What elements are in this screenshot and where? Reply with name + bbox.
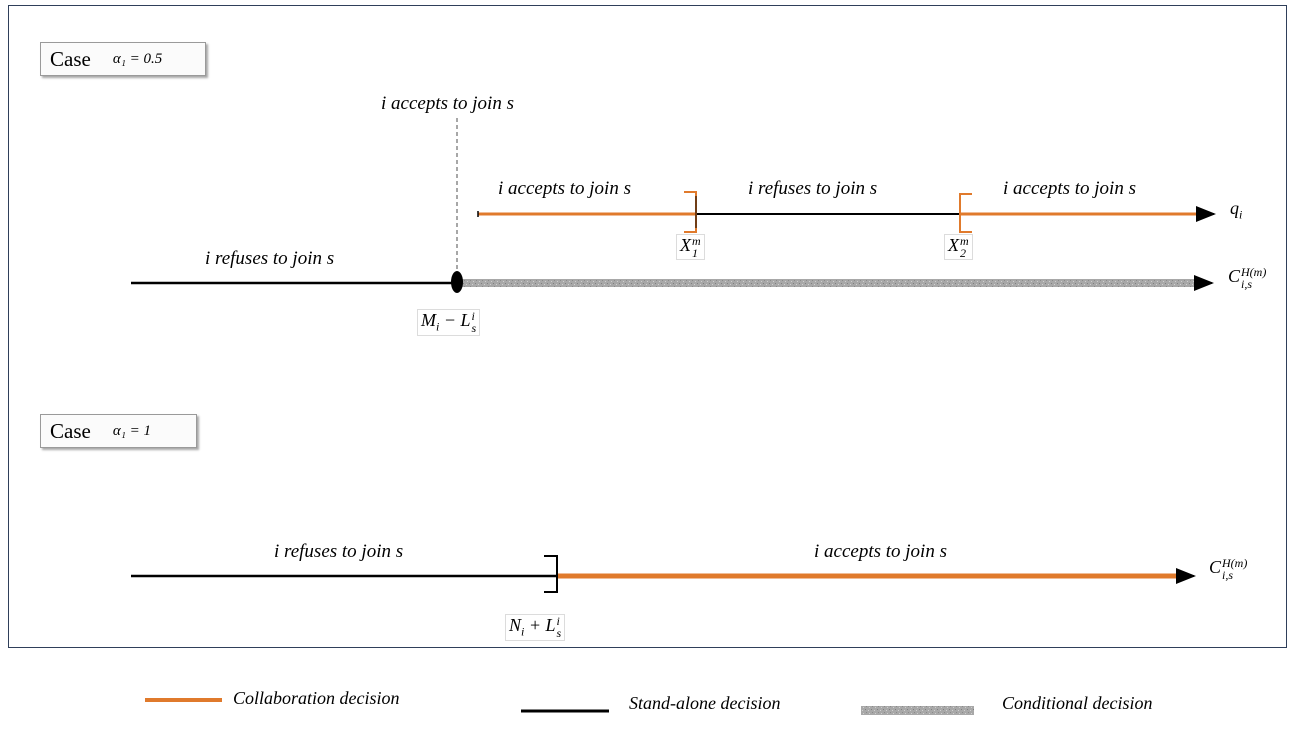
x1-bracket xyxy=(684,191,697,233)
case2-threshold-bracket xyxy=(544,555,558,593)
case-1-top-label: i accepts to join s xyxy=(381,93,514,114)
case2-accept-label: i accepts to join s xyxy=(814,541,947,562)
c-axis-refuse-label: i refuses to join s xyxy=(205,248,335,269)
legend-standalone-label: Stand-alone decision xyxy=(629,693,781,713)
c-axis-label-case1: C H(m) i,s xyxy=(1228,265,1267,291)
q-segment-label-1: i accepts to join s xyxy=(498,178,631,199)
case-1-label: Case xyxy=(50,46,91,71)
case-2-label-box: Case α₁ = 1 xyxy=(40,414,197,448)
c-axis-conditional-segment xyxy=(457,279,1198,287)
c-axis-label-case2: C H(m) i,s xyxy=(1209,556,1248,582)
legend-conditional-swatch xyxy=(861,706,974,715)
diagram-frame xyxy=(8,5,1287,648)
legend-collaboration-label: Collaboration decision xyxy=(233,688,400,708)
q-segment-label-3: i accepts to join s xyxy=(1003,178,1136,199)
q-axis-label: qi xyxy=(1230,198,1243,222)
threshold-point xyxy=(451,271,463,293)
case-1-label-box: Case α₁ = 0.5 xyxy=(40,42,206,76)
case-2-alpha: α₁ = 1 xyxy=(112,422,152,439)
x2-bracket xyxy=(959,193,972,233)
case-2-label: Case xyxy=(50,418,91,443)
case2-refuse-label: i refuses to join s xyxy=(274,541,404,562)
legend-conditional-label: Conditional decision xyxy=(1002,693,1153,713)
q-segment-label-2: i refuses to join s xyxy=(748,178,878,199)
case-1-alpha: α₁ = 0.5 xyxy=(112,50,163,67)
